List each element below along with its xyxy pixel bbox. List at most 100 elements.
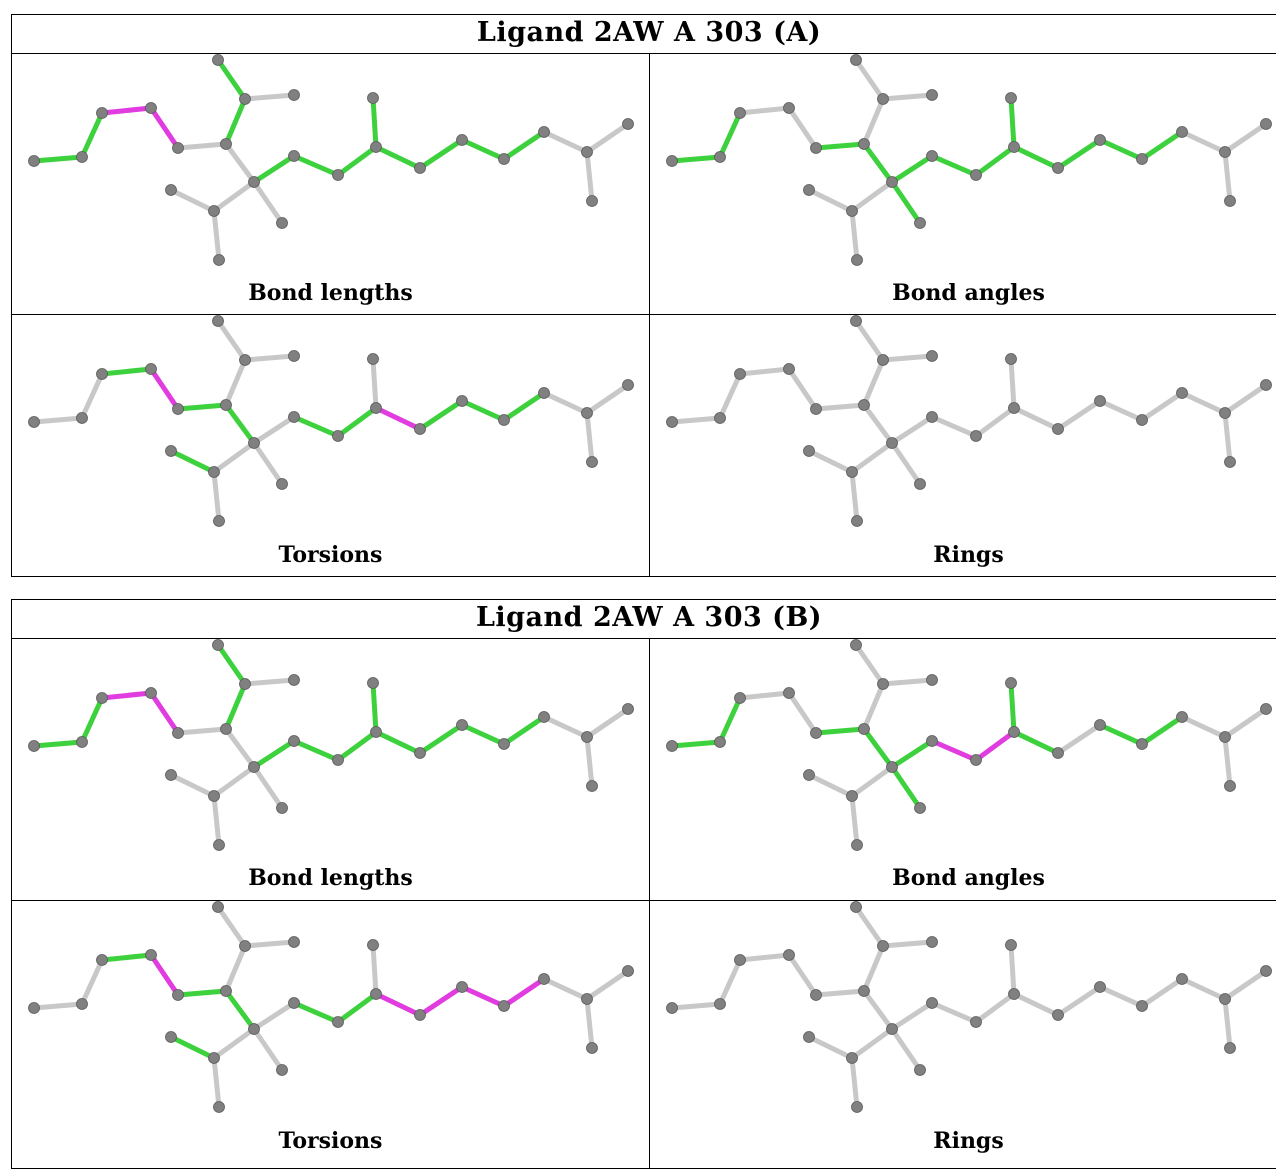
bond bbox=[669, 1001, 723, 1011]
atom bbox=[456, 981, 468, 993]
atom bbox=[858, 723, 870, 735]
bond bbox=[786, 366, 819, 412]
panel-bond-lengths: Bond lengths bbox=[12, 54, 649, 314]
atom bbox=[970, 754, 982, 766]
atom bbox=[858, 138, 870, 150]
atom bbox=[456, 719, 468, 731]
bond bbox=[584, 706, 631, 740]
atom bbox=[666, 155, 678, 167]
atom bbox=[28, 740, 40, 752]
atom bbox=[1224, 1042, 1236, 1054]
atom bbox=[220, 723, 232, 735]
bond bbox=[99, 690, 154, 701]
bond bbox=[211, 1026, 257, 1061]
atom bbox=[145, 363, 157, 375]
bond bbox=[849, 179, 895, 214]
panel-rings: Rings bbox=[650, 901, 1276, 1161]
atom bbox=[498, 414, 510, 426]
atom bbox=[1136, 414, 1148, 426]
bond bbox=[211, 793, 222, 848]
atom bbox=[288, 674, 300, 686]
atom bbox=[1008, 988, 1020, 1000]
bond bbox=[501, 976, 547, 1009]
bond bbox=[849, 440, 895, 475]
atom bbox=[498, 1000, 510, 1012]
panel-caption: Torsions bbox=[278, 1128, 383, 1154]
molecule-diagram bbox=[666, 639, 1272, 851]
atom bbox=[914, 1064, 926, 1076]
atom bbox=[276, 478, 288, 490]
atom bbox=[803, 184, 815, 196]
atom bbox=[76, 151, 88, 163]
bond bbox=[737, 952, 792, 963]
atom bbox=[926, 350, 938, 362]
panel-caption: Bond lengths bbox=[248, 865, 413, 891]
bond bbox=[211, 179, 257, 214]
atom bbox=[220, 138, 232, 150]
atom bbox=[622, 118, 634, 130]
atom bbox=[914, 478, 926, 490]
bond bbox=[291, 414, 341, 439]
bond bbox=[459, 137, 507, 162]
bond bbox=[223, 681, 248, 732]
atom bbox=[288, 735, 300, 747]
atom bbox=[886, 761, 898, 773]
atom bbox=[1008, 141, 1020, 153]
bond bbox=[806, 187, 855, 214]
bond bbox=[1097, 398, 1145, 423]
atom bbox=[76, 736, 88, 748]
atom bbox=[714, 736, 726, 748]
atom bbox=[926, 997, 938, 1009]
block-title: Ligand 2AW A 303 (B) bbox=[12, 600, 1276, 639]
bond bbox=[223, 357, 248, 408]
atom bbox=[145, 102, 157, 114]
bond bbox=[669, 739, 723, 749]
atom bbox=[367, 939, 379, 951]
atom bbox=[803, 445, 815, 457]
atom bbox=[581, 993, 593, 1005]
atom bbox=[846, 205, 858, 217]
bond bbox=[335, 991, 379, 1025]
atom bbox=[783, 102, 795, 114]
bond bbox=[737, 366, 792, 377]
atom bbox=[970, 1016, 982, 1028]
atom bbox=[332, 1016, 344, 1028]
bond bbox=[669, 154, 723, 164]
bond bbox=[929, 414, 979, 439]
bond bbox=[251, 414, 297, 446]
divider bbox=[12, 900, 1276, 901]
panel-bond-lengths: Bond lengths bbox=[12, 639, 649, 900]
atom bbox=[846, 1052, 858, 1064]
bond bbox=[1222, 968, 1269, 1002]
bond bbox=[223, 988, 257, 1032]
panel-caption: Rings bbox=[933, 542, 1004, 568]
bond bbox=[1011, 729, 1061, 756]
bond bbox=[973, 144, 1017, 178]
atom bbox=[926, 936, 938, 948]
panel-bond-angles: Bond angles bbox=[650, 639, 1276, 900]
panel-rings: Rings bbox=[650, 315, 1276, 577]
atom bbox=[783, 949, 795, 961]
panel-caption: Rings bbox=[933, 1128, 1004, 1154]
bond bbox=[373, 405, 423, 432]
atom bbox=[288, 936, 300, 948]
atom bbox=[803, 769, 815, 781]
bond bbox=[889, 764, 923, 811]
atom bbox=[810, 989, 822, 1001]
atom bbox=[886, 437, 898, 449]
atom bbox=[370, 141, 382, 153]
atom bbox=[586, 456, 598, 468]
atom bbox=[367, 92, 379, 104]
bond bbox=[584, 996, 595, 1051]
bond bbox=[1008, 356, 1017, 411]
atom bbox=[622, 379, 634, 391]
atom bbox=[926, 150, 938, 162]
bond bbox=[584, 968, 631, 1002]
atom bbox=[886, 1023, 898, 1035]
atom bbox=[213, 1101, 225, 1113]
atom bbox=[1052, 423, 1064, 435]
atom bbox=[858, 985, 870, 997]
bond bbox=[242, 353, 297, 363]
atom bbox=[877, 354, 889, 366]
bond bbox=[806, 772, 855, 799]
